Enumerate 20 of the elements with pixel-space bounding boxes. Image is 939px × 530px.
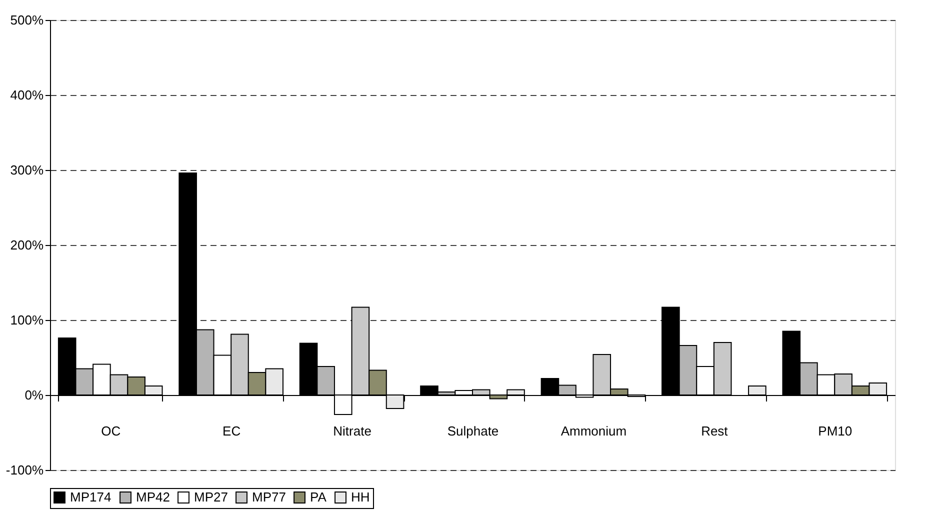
legend-label: MP27: [194, 490, 228, 505]
x-tick-label: Ammonium: [560, 424, 627, 438]
x-tick-label: Sulphate: [447, 424, 499, 438]
legend-label: PA: [310, 490, 327, 505]
x-tick-label: EC: [222, 424, 241, 438]
x-tick-label: Nitrate: [333, 424, 372, 438]
legend-label: MP42: [136, 490, 170, 505]
x-tick-label: OC: [101, 424, 121, 438]
x-tick-label: Rest: [701, 424, 728, 438]
x-tick-label: PM10: [818, 424, 852, 438]
y-tick-label: 100%: [10, 312, 44, 328]
legend-label: HH: [351, 490, 370, 505]
y-tick-label: 0%: [24, 388, 44, 402]
y-tick-label: 300%: [10, 162, 44, 178]
y-tick-label: 200%: [10, 238, 44, 252]
y-tick-label: 500%: [10, 12, 44, 28]
legend-label: MP77: [252, 490, 286, 505]
legend-label: MP174: [70, 490, 112, 505]
y-tick-label: 400%: [10, 88, 44, 102]
y-tick-label: -100%: [6, 462, 44, 478]
